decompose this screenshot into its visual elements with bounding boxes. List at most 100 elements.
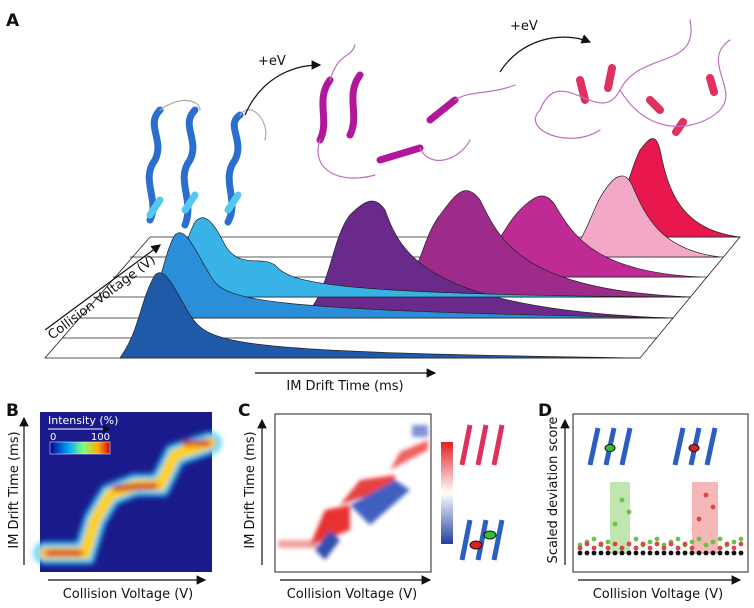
- panel-label: B: [6, 401, 19, 421]
- colorbar-title: Intensity (%): [48, 414, 118, 427]
- score-point: [619, 545, 625, 551]
- protein-structures-part: [145, 106, 164, 224]
- axis-label: Collision Voltage (V): [287, 587, 418, 602]
- peaks-part: [298, 200, 674, 319]
- score-point: [598, 541, 604, 547]
- score-point: [703, 542, 709, 548]
- heatmap-signal: [34, 432, 221, 564]
- score-point: [605, 539, 611, 545]
- protein-structures-part: [534, 19, 731, 139]
- score-point: [689, 550, 695, 556]
- peaks-part: [144, 232, 674, 319]
- score-point: [591, 536, 597, 542]
- score-point: [612, 521, 618, 527]
- score-point: [584, 541, 590, 547]
- score-point: [689, 539, 695, 545]
- protein-structures-part: [146, 191, 242, 219]
- colorbar-min: 0: [50, 432, 56, 443]
- colorbar-max: 100: [91, 432, 110, 443]
- score-point: [724, 550, 730, 556]
- score-point: [703, 492, 709, 498]
- score-point: [661, 550, 667, 556]
- score-points: [577, 492, 744, 556]
- colorbar: [441, 442, 453, 544]
- score-point: [710, 539, 716, 545]
- score-point: [710, 550, 716, 556]
- score-point: [717, 536, 723, 542]
- score-point: [626, 509, 632, 515]
- protein-icons-part: [483, 530, 497, 540]
- score-point: [675, 550, 681, 556]
- score-point: [696, 536, 702, 542]
- score-point: [675, 536, 681, 542]
- protein-icons-part: [459, 424, 505, 466]
- score-point: [710, 504, 716, 510]
- score-point: [619, 497, 625, 503]
- axis-label: IM Drift Time (ms): [286, 379, 403, 394]
- score-point: [640, 541, 646, 547]
- score-point: [647, 550, 653, 556]
- score-point: [682, 550, 688, 556]
- difference-signal-part: [412, 425, 428, 437]
- score-point: [654, 536, 660, 542]
- energy-label: +eV: [510, 19, 538, 34]
- difference-signal: [278, 425, 428, 560]
- peaks-part: [559, 175, 721, 258]
- score-point: [633, 536, 639, 542]
- panel-d: D Scaled deviation score Collision Volta…: [538, 401, 749, 602]
- score-point: [675, 545, 681, 551]
- score-point: [577, 545, 583, 551]
- score-point: [689, 545, 695, 551]
- difference-signal-part: [310, 505, 350, 545]
- score-point: [584, 550, 590, 556]
- score-point: [619, 550, 625, 556]
- difference-signal-part: [350, 480, 410, 525]
- score-point: [668, 550, 674, 556]
- protein-structures: [145, 19, 731, 229]
- protein-icons-part: [604, 444, 616, 452]
- protein-structures-part: [159, 100, 267, 141]
- axis-label: IM Drift Time (ms): [7, 431, 22, 548]
- axis-label: Collision Voltage (V): [593, 587, 724, 602]
- score-point: [598, 550, 604, 556]
- protein-icons-part: [688, 444, 700, 452]
- score-point: [696, 516, 702, 522]
- panel-label: C: [238, 401, 250, 421]
- panel-b: B Intensity (%) 0 100 IM Drift Time (ms)…: [6, 401, 221, 602]
- score-point: [717, 545, 723, 551]
- score-point: [605, 545, 611, 551]
- score-point: [647, 539, 653, 545]
- score-point: [626, 550, 632, 556]
- protein-structures-part: [317, 44, 516, 179]
- score-point: [626, 541, 632, 547]
- protein-structures-part: [576, 64, 718, 136]
- score-point: [612, 541, 618, 547]
- score-point: [738, 536, 744, 542]
- score-point: [724, 541, 730, 547]
- protein-icons-part: [459, 519, 505, 561]
- panel-c: C IM Drift Time (ms) Collision Voltage (…: [238, 401, 505, 602]
- score-point: [605, 550, 611, 556]
- score-point: [731, 550, 737, 556]
- score-point: [738, 541, 744, 547]
- peaks-part: [389, 190, 691, 298]
- axis-label: Scaled deviation score: [546, 417, 561, 564]
- score-point: [640, 550, 646, 556]
- difference-signal-part: [390, 440, 428, 470]
- score-point: [696, 550, 702, 556]
- panel-a: A +eV +eV Collision Voltage (V) IM Drift…: [6, 11, 741, 394]
- score-point: [731, 539, 737, 545]
- score-point: [647, 545, 653, 551]
- score-point: [654, 541, 660, 547]
- score-point: [633, 545, 639, 551]
- axis-arrow: [44, 244, 161, 331]
- score-point: [731, 545, 737, 551]
- protein-structures-part: [316, 71, 364, 144]
- energy-label: +eV: [258, 54, 286, 69]
- highlight-green: [610, 482, 630, 554]
- protein-icons: [459, 424, 505, 561]
- score-point: [717, 550, 723, 556]
- arrow: [244, 60, 322, 116]
